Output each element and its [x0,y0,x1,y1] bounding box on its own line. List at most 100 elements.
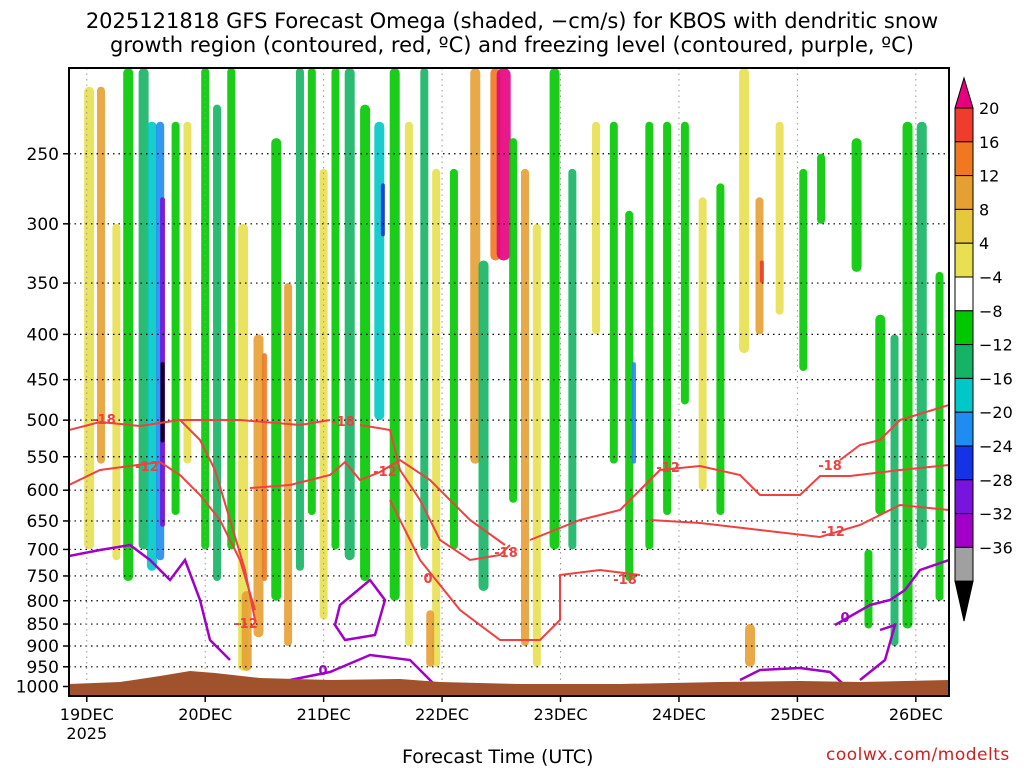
colorbar-bottom-arrow [954,580,974,622]
colorbar-swatch [954,513,974,548]
colorbar-swatch [954,377,974,413]
dgz-contour-label: -18 [818,459,842,474]
y-tick-label: 300 [27,215,59,235]
omega-streak [160,197,166,527]
colorbar-swatch [954,310,974,346]
colorbar-label: −20 [979,403,1013,422]
x-tick-label: 19DEC [60,705,114,724]
colorbar-swatch [954,546,974,582]
omega-streak [592,121,601,335]
omega-streak [549,68,560,550]
y-tick-label: 400 [27,325,59,345]
colorbar-swatch [954,208,974,244]
chart-title-line2: growth region (contoured, red, ºC) and f… [110,33,914,57]
y-tick-label: 450 [27,371,59,391]
x-tick-label: 26DEC [889,705,943,724]
omega-streak [171,121,180,516]
colorbar-label: −4 [979,268,1003,287]
omega-streak [380,183,385,237]
x-axis-label: Forecast Time (UTC) [402,746,594,768]
colorbar: 20 16 12 8 4 −4 −8 −12 −16 −20 −24 −28 −32 −36 [954,76,1013,622]
colorbar-swatch [954,445,974,481]
dgz-contour-label: -18 [331,415,355,430]
dgz-contour [389,499,641,641]
colorbar-label: −24 [979,437,1013,456]
omega-streak [449,168,458,550]
omega-streak [404,121,413,647]
x-tick-label: 24DEC [652,705,706,724]
dgz-contour-label: -12 [656,461,680,476]
freezing-contour-label: 0 [840,611,849,626]
omega-streak [331,68,340,550]
dgz-contour-label: -18 [613,573,637,588]
colorbar-swatch [954,411,974,447]
omega-streak [935,271,944,601]
freezing-contour [859,623,897,681]
y-tick-label: 650 [27,512,59,532]
credit-link[interactable]: coolwx.com/modelts [826,745,1010,765]
dgz-contour [69,418,256,621]
omega-streak [680,121,689,405]
dgz-contour-label: -12 [234,617,258,632]
omega-streak [631,362,636,464]
x-tick-label: 20DEC [178,705,232,724]
x-year-label: 2025 [66,724,107,743]
omega-shading [84,68,944,671]
colorbar-swatch [954,344,974,379]
omega-streak [201,68,210,550]
y-tick-label: 800 [27,592,59,612]
y-tick-label: 350 [27,274,59,294]
y-tick-label: 600 [27,481,59,501]
contours: -18 -12 -18 -12 -18 -18 -12 -18 -12 -12 0 0 0 [69,404,949,691]
colorbar-label: −36 [979,538,1013,557]
omega-streak [775,121,784,315]
colorbar-label: −8 [979,302,1003,321]
omega-streak [532,223,541,667]
omega-streak [253,334,264,638]
omega-streak [138,68,149,550]
dgz-contour-label: -18 [494,546,518,561]
omega-streak [374,121,385,421]
freezing-contour [739,666,851,691]
omega-streak [319,168,328,620]
omega-streak [426,610,435,667]
omega-streak [609,121,618,464]
freezing-contour [333,578,387,642]
omega-streak [478,260,489,592]
chart-title-line1: 2025121818 GFS Forecast Omega (shaded, −… [85,9,939,33]
omega-streak [84,86,95,550]
dgz-contour-label: -12 [373,465,397,480]
colorbar-swatch [954,107,974,143]
freezing-contour-label: 0 [423,572,432,587]
colorbar-swatch [954,479,974,515]
omega-streak [160,362,165,443]
omega-streak [344,68,355,561]
omega-streak [227,68,236,550]
omega-streak [284,283,293,647]
omega-streak [307,68,316,516]
omega-streak [213,104,222,582]
colorbar-swatch [954,141,974,177]
dgz-contour [69,460,256,611]
omega-streak [432,168,441,667]
omega-streak [864,549,873,629]
dgz-contour-label: -12 [135,460,159,475]
colorbar-label: −32 [979,505,1013,524]
x-tick-label: 21DEC [297,705,351,724]
omega-streak [271,138,282,601]
surface-terrain [69,671,949,696]
y-tick-label: 850 [27,615,59,635]
x-tick-label: 25DEC [770,705,824,724]
omega-streak [146,121,157,571]
colorbar-label: 16 [979,133,999,152]
y-axis: 2503003504004505005506006507007508008509… [16,145,69,698]
omega-streak [295,68,304,571]
omega-streak [241,591,252,671]
colorbar-label: −12 [979,336,1013,355]
omega-streak [745,624,756,667]
y-tick-label: 250 [27,145,59,165]
dgz-contour-label: -18 [92,413,116,428]
colorbar-top-arrow [954,76,974,109]
y-tick-label: 550 [27,448,59,468]
